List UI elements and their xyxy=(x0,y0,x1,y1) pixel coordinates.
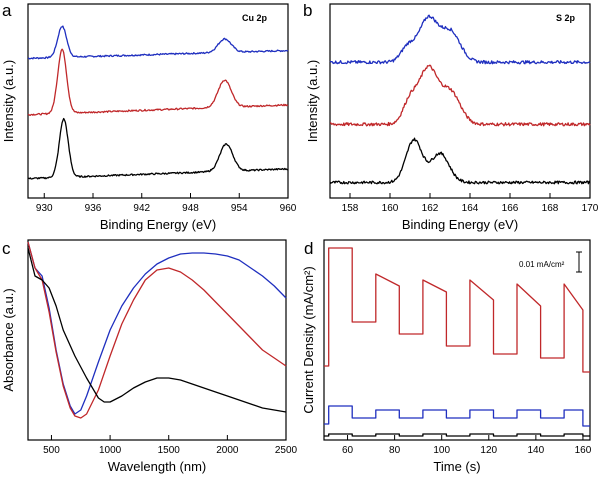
panel-a-frame xyxy=(27,3,289,199)
panel-d: d Time (s) Current Density (mA/cm²) 0.01… xyxy=(301,239,592,474)
panel-a-series xyxy=(27,25,289,180)
panel-c-series-black xyxy=(27,247,287,413)
panel-d-xtick-label: 80 xyxy=(389,445,401,456)
panel-b-xtick-label: 160 xyxy=(382,203,399,214)
panel-a-xtick-label: 930 xyxy=(36,203,53,214)
panel-d-xtick-label: 120 xyxy=(480,445,497,456)
panel-b: b S 2p Binding Energy (eV) Intensity (a.… xyxy=(303,1,599,232)
panel-c-frame xyxy=(27,239,287,441)
panel-b-frame xyxy=(329,3,591,199)
panel-d-xtick-label: 160 xyxy=(575,445,592,456)
panel-b-xtick-label: 158 xyxy=(342,203,359,214)
panel-b-series-bottom xyxy=(329,137,591,185)
panel-a-ylabel: Intensity (a.u.) xyxy=(1,60,16,142)
panel-c-letter: c xyxy=(2,239,11,258)
panel-a-series-top xyxy=(27,25,289,60)
panel-a: a Cu 2p Binding Energy (eV) Intensity (a… xyxy=(1,1,297,232)
panel-b-series-middle xyxy=(329,64,591,127)
panel-b-letter: b xyxy=(303,1,312,20)
panel-d-xtick-label: 60 xyxy=(342,445,354,456)
panel-d-ticks: 60 80 100 120 140 160 xyxy=(342,435,592,456)
panel-c-series-red xyxy=(27,241,287,419)
panel-d-frame xyxy=(323,239,591,441)
panel-d-letter: d xyxy=(304,239,313,258)
panel-a-xtick-label: 936 xyxy=(85,203,102,214)
panel-a-xtick-label: 942 xyxy=(133,203,150,214)
panel-c-xtick-label: 1000 xyxy=(99,445,122,456)
panel-b-xtick-label: 164 xyxy=(462,203,479,214)
panel-a-letter: a xyxy=(2,1,12,20)
panel-b-series xyxy=(329,14,591,185)
panel-b-xtick-label: 166 xyxy=(502,203,519,214)
panel-c-series xyxy=(27,241,287,419)
panel-d-series-red xyxy=(324,247,590,373)
panel-d-ylabel: Current Density (mA/cm²) xyxy=(301,266,316,413)
panel-d-xtick-label: 140 xyxy=(528,445,545,456)
scale-bar-label: 0.01 mA/cm² xyxy=(519,260,565,269)
panel-b-series-top xyxy=(329,14,591,65)
panel-c-ylabel: Absorbance (a.u.) xyxy=(1,288,16,391)
panel-b-xtick-label: 170 xyxy=(582,203,599,214)
panel-b-xlabel: Binding Energy (eV) xyxy=(402,217,518,232)
panel-a-xtick-label: 954 xyxy=(231,203,248,214)
panel-d-xlabel: Time (s) xyxy=(433,459,480,474)
panel-b-ticks: 158 160 162 164 166 168 170 xyxy=(342,193,599,214)
panel-c-xtick-label: 2500 xyxy=(275,445,298,456)
panel-a-ticks: 930 936 942 948 954 960 xyxy=(36,193,297,214)
panel-c-xtick-label: 500 xyxy=(43,445,60,456)
panel-a-series-bottom xyxy=(27,117,289,180)
panel-c: c Wavelength (nm) Absorbance (a.u.) 500 1… xyxy=(1,239,298,474)
panel-a-series-middle xyxy=(27,48,289,116)
panel-a-xtick-label: 948 xyxy=(182,203,199,214)
panel-c-series-blue xyxy=(27,241,287,415)
panel-b-annotation: S 2p xyxy=(556,13,576,23)
panel-c-ticks: 500 1000 1500 2000 2500 xyxy=(43,435,298,456)
panel-d-series-black xyxy=(324,433,590,437)
panel-a-xtick-label: 960 xyxy=(280,203,297,214)
panel-b-xtick-label: 162 xyxy=(422,203,439,214)
panel-d-series xyxy=(324,247,590,437)
panel-c-xtick-label: 2000 xyxy=(216,445,239,456)
panel-c-xtick-label: 1500 xyxy=(158,445,181,456)
panel-a-xlabel: Binding Energy (eV) xyxy=(100,217,216,232)
panel-b-xtick-label: 168 xyxy=(542,203,559,214)
panel-b-ylabel: Intensity (a.u.) xyxy=(305,60,320,142)
panel-a-annotation: Cu 2p xyxy=(242,13,268,23)
panel-d-xtick-label: 100 xyxy=(433,445,450,456)
panel-c-xlabel: Wavelength (nm) xyxy=(108,459,207,474)
panel-d-series-blue xyxy=(324,405,590,427)
